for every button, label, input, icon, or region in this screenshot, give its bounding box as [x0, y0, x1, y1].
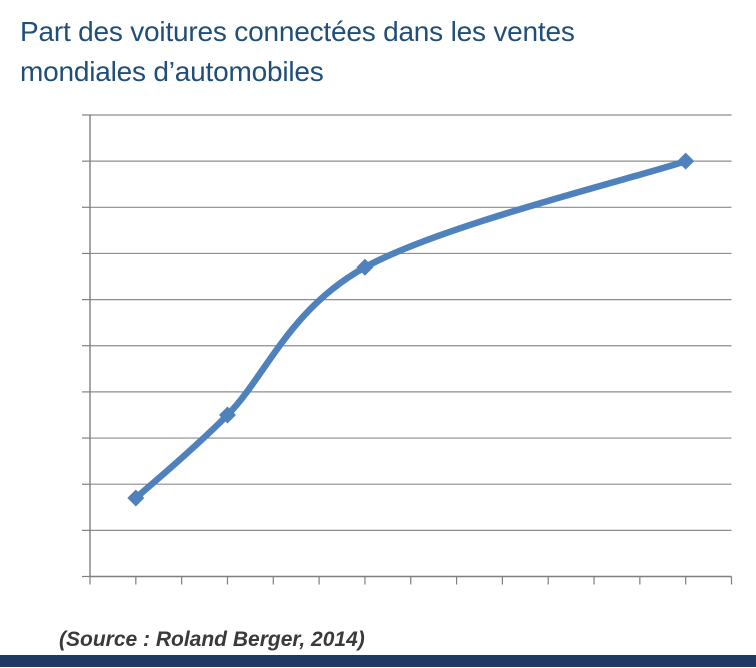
data-point-marker [127, 489, 145, 507]
bottom-bar [0, 655, 756, 667]
data-point-marker [218, 406, 236, 424]
data-point-marker [356, 258, 374, 276]
data-point-marker [677, 152, 695, 170]
chart-title: Part des voitures connectées dans les ve… [20, 16, 575, 87]
series-line [132, 157, 689, 502]
source-note: (Source : Roland Berger, 2014) [59, 628, 365, 651]
